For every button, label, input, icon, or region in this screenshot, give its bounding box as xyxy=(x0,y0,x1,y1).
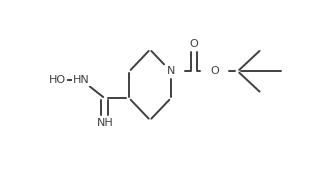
Text: N: N xyxy=(166,66,175,76)
Text: O: O xyxy=(210,66,219,76)
Text: NH: NH xyxy=(97,118,113,128)
Text: HO: HO xyxy=(49,75,66,85)
Text: HN: HN xyxy=(73,75,90,85)
Text: O: O xyxy=(189,39,198,49)
